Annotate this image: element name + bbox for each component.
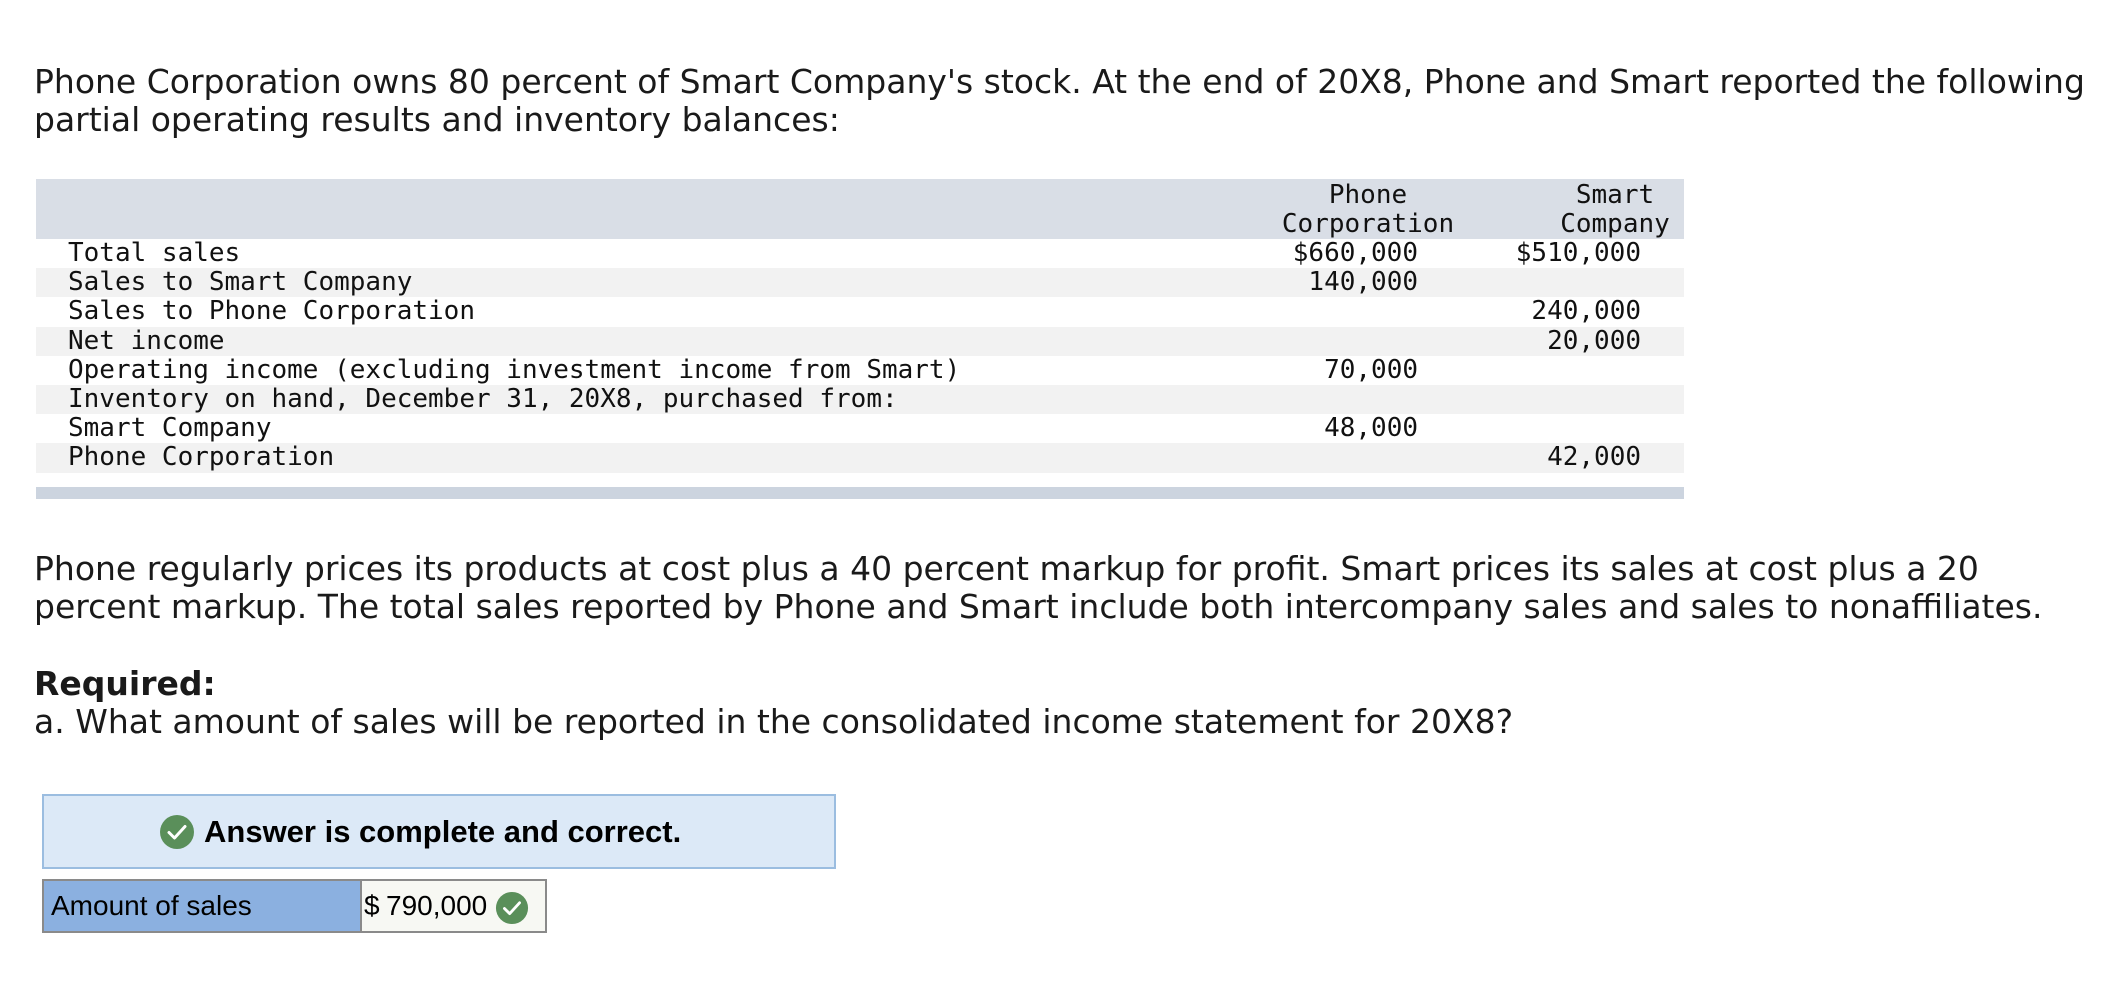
row-label: Total sales xyxy=(68,239,240,268)
column-header-smart-line2: Company xyxy=(1486,210,1744,239)
financial-table: Phone Corporation Smart Company Total sa… xyxy=(36,179,1684,499)
column-header-smart: Smart Company xyxy=(1486,181,1744,239)
table-row: Sales to Smart Company 140,000 xyxy=(36,268,1684,297)
table-row: Sales to Phone Corporation 240,000 xyxy=(36,297,1684,326)
intro-paragraph: Phone Corporation owns 80 percent of Sma… xyxy=(34,63,2104,139)
table-body: Total sales $660,000 $510,000 Sales to S… xyxy=(36,239,1684,473)
column-header-smart-line1: Smart xyxy=(1486,181,1744,210)
answer-status-banner: Answer is complete and correct. xyxy=(42,794,836,869)
currency-symbol: $ xyxy=(364,881,380,931)
answer-status-text: Answer is complete and correct. xyxy=(204,814,681,850)
required-section: Required: a. What amount of sales will b… xyxy=(34,665,2104,741)
smart-value: $510,000 xyxy=(1516,239,1641,268)
table-row: Smart Company 48,000 xyxy=(36,414,1684,443)
row-label: Net income xyxy=(68,327,225,356)
row-label: Operating income (excluding investment i… xyxy=(68,356,960,385)
smart-value: 240,000 xyxy=(1531,297,1641,326)
amount-of-sales-field[interactable]: $ 790,000 xyxy=(362,881,545,931)
phone-value: $660,000 xyxy=(1293,239,1418,268)
amount-of-sales-value: 790,000 xyxy=(386,881,487,931)
column-header-phone-line1: Phone xyxy=(1248,181,1488,210)
row-label: Sales to Smart Company xyxy=(68,268,412,297)
row-label: Sales to Phone Corporation xyxy=(68,297,475,326)
phone-value: 48,000 xyxy=(1324,414,1418,443)
amount-of-sales-label: Amount of sales xyxy=(44,881,362,931)
check-circle-icon xyxy=(495,891,529,941)
row-label: Phone Corporation xyxy=(68,443,334,472)
table-footer-bar xyxy=(36,487,1684,499)
table-header: Phone Corporation Smart Company xyxy=(36,179,1684,239)
pricing-paragraph: Phone regularly prices its products at c… xyxy=(34,550,2104,626)
table-row: Net income 20,000 xyxy=(36,327,1684,356)
table-row: Phone Corporation 42,000 xyxy=(36,443,1684,472)
column-header-phone: Phone Corporation xyxy=(1248,181,1488,239)
smart-value: 42,000 xyxy=(1547,443,1641,472)
answer-row: Amount of sales $ 790,000 xyxy=(42,879,547,933)
table-row: Inventory on hand, December 31, 20X8, pu… xyxy=(36,385,1684,414)
table-row: Operating income (excluding investment i… xyxy=(36,356,1684,385)
column-header-phone-line2: Corporation xyxy=(1248,210,1488,239)
table-row: Total sales $660,000 $510,000 xyxy=(36,239,1684,268)
phone-value: 140,000 xyxy=(1308,268,1418,297)
question-text: a. What amount of sales will be reported… xyxy=(34,702,1513,741)
smart-value: 20,000 xyxy=(1547,327,1641,356)
row-label: Smart Company xyxy=(68,414,272,443)
row-label: Inventory on hand, December 31, 20X8, pu… xyxy=(68,385,898,414)
phone-value: 70,000 xyxy=(1324,356,1418,385)
check-circle-icon xyxy=(159,814,195,854)
required-label: Required: xyxy=(34,665,2104,703)
